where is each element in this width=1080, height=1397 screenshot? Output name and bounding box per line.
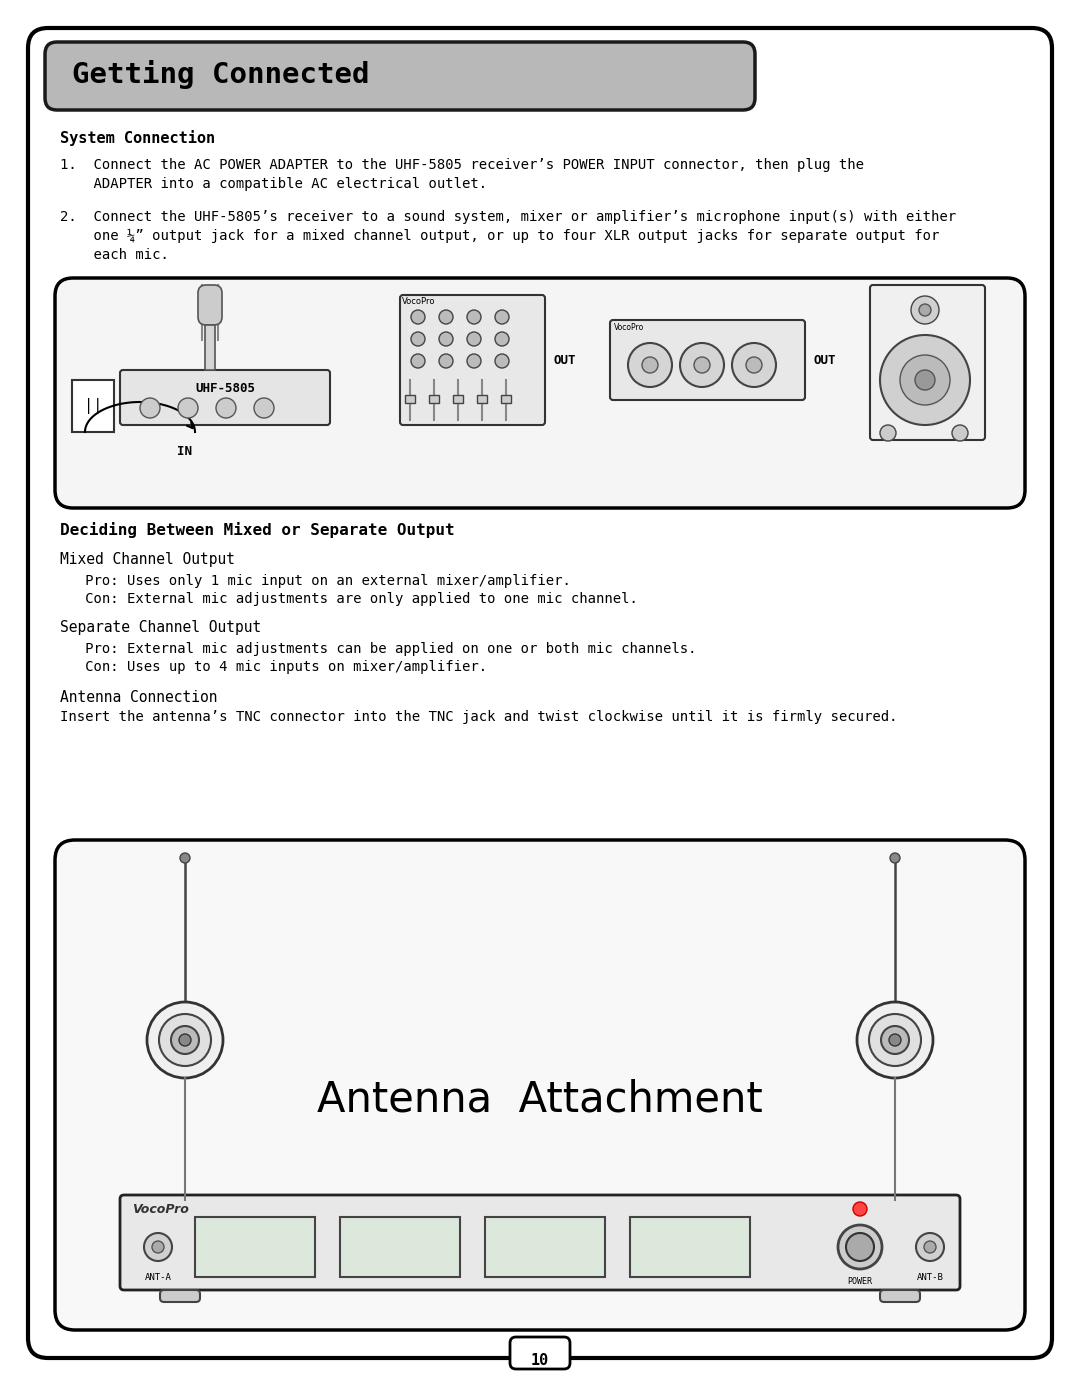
- Text: each mic.: each mic.: [60, 249, 168, 263]
- Circle shape: [179, 1034, 191, 1046]
- Text: Mixed Channel Output: Mixed Channel Output: [60, 552, 235, 567]
- FancyBboxPatch shape: [45, 42, 755, 110]
- Text: Con: Uses up to 4 mic inputs on mixer/amplifier.: Con: Uses up to 4 mic inputs on mixer/am…: [60, 659, 487, 673]
- Circle shape: [178, 398, 198, 418]
- Bar: [453, 395, 463, 402]
- Bar: [195, 1217, 315, 1277]
- Text: Antenna  Attachment: Antenna Attachment: [318, 1078, 762, 1120]
- Text: ||: ||: [84, 398, 103, 414]
- Circle shape: [912, 296, 939, 324]
- Text: System Connection: System Connection: [60, 130, 215, 147]
- Text: one ¼” output jack for a mixed channel output, or up to four XLR output jacks fo: one ¼” output jack for a mixed channel o…: [60, 229, 940, 243]
- Text: 2.  Connect the UHF-5805’s receiver to a sound system, mixer or amplifier’s micr: 2. Connect the UHF-5805’s receiver to a …: [60, 210, 956, 224]
- Circle shape: [846, 1234, 874, 1261]
- Circle shape: [680, 344, 724, 387]
- Circle shape: [694, 358, 710, 373]
- FancyBboxPatch shape: [55, 840, 1025, 1330]
- Text: POWER: POWER: [848, 1277, 873, 1287]
- Circle shape: [438, 310, 453, 324]
- Text: Insert the antenna’s TNC connector into the TNC jack and twist clockwise until i: Insert the antenna’s TNC connector into …: [60, 710, 897, 724]
- Circle shape: [746, 358, 762, 373]
- Text: ADAPTER into a compatible AC electrical outlet.: ADAPTER into a compatible AC electrical …: [60, 177, 487, 191]
- Bar: [205, 326, 215, 370]
- Circle shape: [467, 310, 481, 324]
- Bar: [630, 1217, 750, 1277]
- Text: Separate Channel Output: Separate Channel Output: [60, 620, 261, 636]
- FancyBboxPatch shape: [160, 1289, 200, 1302]
- Circle shape: [411, 353, 426, 367]
- Circle shape: [411, 310, 426, 324]
- Text: OUT: OUT: [553, 353, 576, 366]
- Circle shape: [147, 1002, 222, 1078]
- FancyBboxPatch shape: [55, 278, 1025, 509]
- Text: Getting Connected: Getting Connected: [72, 60, 369, 89]
- Circle shape: [216, 398, 237, 418]
- Circle shape: [495, 332, 509, 346]
- Text: Con: External mic adjustments are only applied to one mic channel.: Con: External mic adjustments are only a…: [60, 592, 638, 606]
- FancyBboxPatch shape: [28, 28, 1052, 1358]
- Circle shape: [858, 1002, 933, 1078]
- Circle shape: [140, 398, 160, 418]
- Circle shape: [924, 1241, 936, 1253]
- Text: VocoPro: VocoPro: [132, 1203, 189, 1215]
- Bar: [429, 395, 438, 402]
- Circle shape: [495, 353, 509, 367]
- Bar: [340, 1217, 460, 1277]
- Text: 1.  Connect the AC POWER ADAPTER to the UHF-5805 receiver’s POWER INPUT connecto: 1. Connect the AC POWER ADAPTER to the U…: [60, 158, 864, 172]
- Circle shape: [916, 1234, 944, 1261]
- Circle shape: [144, 1234, 172, 1261]
- Text: Pro: Uses only 1 mic input on an external mixer/amplifier.: Pro: Uses only 1 mic input on an externa…: [60, 574, 571, 588]
- FancyBboxPatch shape: [880, 1289, 920, 1302]
- Circle shape: [467, 332, 481, 346]
- Circle shape: [881, 1025, 909, 1053]
- Circle shape: [254, 398, 274, 418]
- FancyBboxPatch shape: [610, 320, 805, 400]
- FancyBboxPatch shape: [120, 370, 330, 425]
- Circle shape: [627, 344, 672, 387]
- Bar: [477, 395, 487, 402]
- Circle shape: [880, 335, 970, 425]
- Circle shape: [438, 353, 453, 367]
- Text: VocoPro: VocoPro: [615, 323, 645, 332]
- Circle shape: [838, 1225, 882, 1268]
- FancyBboxPatch shape: [198, 285, 222, 326]
- Text: VocoPro: VocoPro: [402, 298, 435, 306]
- Circle shape: [180, 854, 190, 863]
- Bar: [501, 395, 511, 402]
- Circle shape: [951, 425, 968, 441]
- Circle shape: [438, 332, 453, 346]
- Circle shape: [159, 1014, 211, 1066]
- Circle shape: [732, 344, 777, 387]
- Text: Deciding Between Mixed or Separate Output: Deciding Between Mixed or Separate Outpu…: [60, 522, 455, 538]
- Circle shape: [915, 370, 935, 390]
- Circle shape: [152, 1241, 164, 1253]
- Circle shape: [495, 310, 509, 324]
- Circle shape: [411, 332, 426, 346]
- Text: OUT: OUT: [813, 353, 836, 366]
- FancyBboxPatch shape: [120, 1194, 960, 1289]
- Text: Antenna Connection: Antenna Connection: [60, 690, 217, 705]
- Circle shape: [642, 358, 658, 373]
- FancyBboxPatch shape: [510, 1337, 570, 1369]
- Bar: [72, 380, 114, 432]
- Circle shape: [890, 854, 900, 863]
- Circle shape: [171, 1025, 199, 1053]
- Circle shape: [467, 353, 481, 367]
- FancyBboxPatch shape: [400, 295, 545, 425]
- Bar: [405, 395, 415, 402]
- Text: ANT-A: ANT-A: [145, 1273, 172, 1282]
- Circle shape: [853, 1201, 867, 1215]
- FancyBboxPatch shape: [870, 285, 985, 440]
- Text: Pro: External mic adjustments can be applied on one or both mic channels.: Pro: External mic adjustments can be app…: [60, 643, 697, 657]
- Text: ANT-B: ANT-B: [917, 1273, 944, 1282]
- Text: IN: IN: [177, 446, 192, 458]
- Circle shape: [889, 1034, 901, 1046]
- Circle shape: [880, 425, 896, 441]
- Bar: [485, 1217, 605, 1277]
- Circle shape: [869, 1014, 921, 1066]
- Text: 10: 10: [531, 1354, 549, 1368]
- Text: UHF-5805: UHF-5805: [195, 381, 255, 395]
- Circle shape: [919, 305, 931, 316]
- Circle shape: [900, 355, 950, 405]
